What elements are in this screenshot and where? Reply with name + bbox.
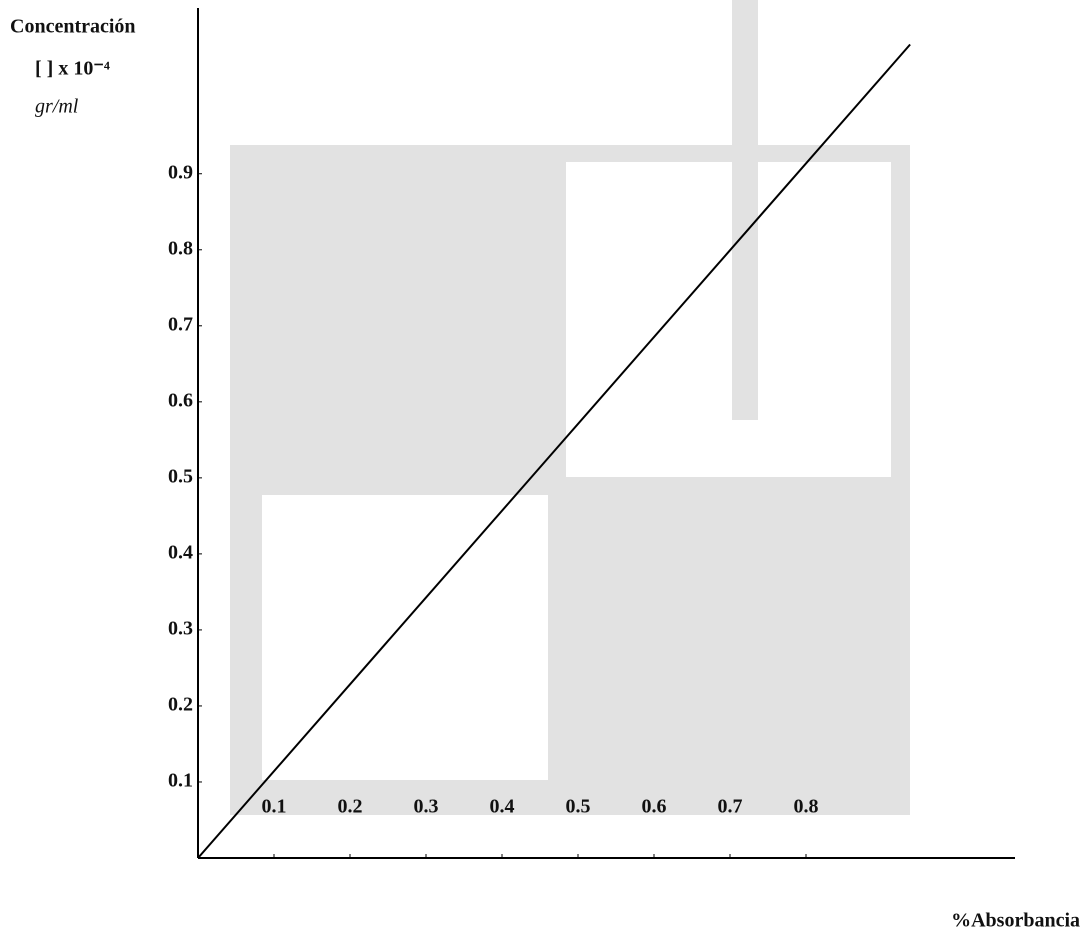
y-axis-label: [ ] x 10⁻⁴ — [35, 58, 110, 80]
x-tick-label: 0.6 — [642, 796, 667, 818]
x-tick-label: 0.7 — [718, 796, 743, 818]
watermark — [230, 0, 910, 815]
y-tick-label: 0.5 — [168, 465, 193, 487]
x-tick-label: 0.1 — [262, 796, 287, 818]
y-tick-label: 0.4 — [168, 541, 193, 563]
y-tick-label: 0.1 — [168, 770, 193, 792]
y-tick-label: 0.9 — [168, 161, 193, 183]
x-tick-label: 0.8 — [794, 796, 819, 818]
y-tick-label: 0.2 — [168, 694, 193, 716]
x-axis-label: %Absorbancia — [951, 910, 1080, 932]
y-axis-label: Concentración — [10, 16, 136, 38]
y-tick-label: 0.3 — [168, 618, 193, 640]
chart: Concentración [ ] x 10⁻⁴ gr/ml %Absorban… — [0, 0, 1088, 945]
x-tick-label: 0.4 — [490, 796, 515, 818]
x-tick-label: 0.2 — [338, 796, 363, 818]
y-tick-label: 0.7 — [168, 313, 193, 335]
y-axis-label: gr/ml — [35, 96, 79, 118]
y-tick-label: 0.6 — [168, 389, 193, 411]
y-tick-label: 0.8 — [168, 237, 193, 259]
x-tick-label: 0.5 — [566, 796, 591, 818]
x-tick-label: 0.3 — [414, 796, 439, 818]
